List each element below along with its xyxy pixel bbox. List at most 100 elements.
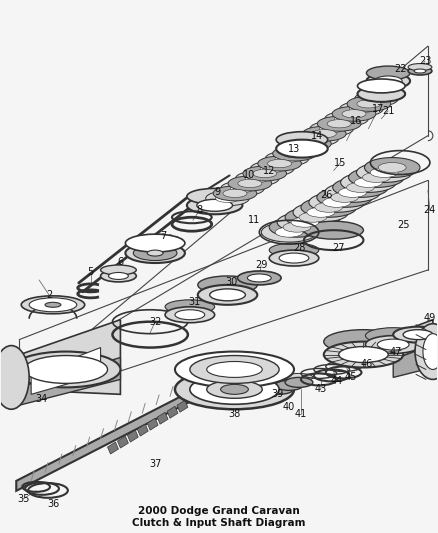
Ellipse shape	[314, 203, 342, 212]
Text: 11: 11	[247, 215, 260, 225]
Polygon shape	[167, 406, 177, 418]
Ellipse shape	[308, 192, 364, 212]
Ellipse shape	[213, 186, 256, 201]
Ellipse shape	[165, 307, 214, 322]
Text: 25: 25	[396, 220, 409, 230]
Text: 36: 36	[47, 499, 59, 509]
Ellipse shape	[339, 101, 382, 116]
Ellipse shape	[362, 173, 389, 182]
Ellipse shape	[357, 79, 404, 93]
Ellipse shape	[275, 227, 302, 237]
Polygon shape	[11, 358, 120, 407]
Ellipse shape	[276, 132, 327, 148]
Ellipse shape	[235, 171, 279, 186]
Text: 21: 21	[381, 106, 393, 116]
Ellipse shape	[371, 90, 395, 98]
Ellipse shape	[354, 177, 381, 188]
Ellipse shape	[267, 159, 291, 168]
Ellipse shape	[294, 131, 338, 146]
Ellipse shape	[276, 212, 332, 232]
Ellipse shape	[377, 339, 408, 350]
Ellipse shape	[209, 289, 245, 301]
Ellipse shape	[125, 243, 184, 263]
Text: 15: 15	[334, 158, 346, 167]
Ellipse shape	[205, 191, 249, 206]
Ellipse shape	[187, 188, 242, 204]
Ellipse shape	[334, 115, 358, 123]
Polygon shape	[117, 436, 128, 448]
Ellipse shape	[316, 188, 371, 207]
Ellipse shape	[346, 182, 374, 192]
Ellipse shape	[290, 217, 318, 227]
Polygon shape	[137, 424, 148, 436]
Ellipse shape	[250, 161, 293, 176]
Polygon shape	[107, 442, 118, 454]
Ellipse shape	[265, 151, 308, 166]
Ellipse shape	[317, 116, 360, 131]
Ellipse shape	[223, 189, 247, 198]
Ellipse shape	[100, 270, 136, 282]
Ellipse shape	[332, 107, 375, 122]
Ellipse shape	[147, 250, 162, 256]
Text: 10: 10	[243, 171, 255, 181]
Ellipse shape	[261, 222, 316, 242]
Ellipse shape	[297, 140, 321, 148]
Ellipse shape	[364, 336, 420, 353]
Ellipse shape	[265, 381, 292, 389]
Ellipse shape	[265, 384, 292, 394]
Ellipse shape	[268, 217, 324, 237]
Ellipse shape	[364, 95, 388, 103]
Polygon shape	[31, 348, 100, 394]
Ellipse shape	[21, 296, 85, 314]
Ellipse shape	[29, 298, 77, 312]
Ellipse shape	[356, 163, 411, 182]
Text: 2: 2	[46, 290, 52, 300]
Ellipse shape	[332, 177, 387, 197]
Ellipse shape	[282, 149, 306, 158]
Text: 9: 9	[214, 188, 220, 197]
Ellipse shape	[284, 374, 312, 382]
Polygon shape	[392, 320, 432, 360]
Polygon shape	[392, 345, 432, 377]
Ellipse shape	[348, 167, 403, 188]
Text: 43: 43	[314, 384, 326, 394]
Text: 38: 38	[228, 409, 240, 419]
Ellipse shape	[364, 328, 420, 344]
Text: 17: 17	[371, 104, 384, 114]
Ellipse shape	[357, 86, 404, 102]
Ellipse shape	[356, 100, 380, 108]
Ellipse shape	[198, 276, 257, 294]
Text: 16: 16	[350, 116, 362, 126]
Ellipse shape	[108, 272, 128, 279]
Ellipse shape	[220, 384, 248, 394]
Ellipse shape	[215, 194, 239, 203]
Ellipse shape	[341, 110, 365, 118]
Text: 30: 30	[225, 277, 237, 287]
Ellipse shape	[340, 173, 395, 192]
Text: 2000 Dodge Grand Caravan: 2000 Dodge Grand Caravan	[138, 506, 299, 516]
Ellipse shape	[289, 144, 313, 153]
Ellipse shape	[272, 146, 316, 161]
Ellipse shape	[338, 346, 387, 362]
Text: 49: 49	[423, 313, 435, 323]
Ellipse shape	[242, 166, 286, 181]
Ellipse shape	[370, 167, 397, 177]
Ellipse shape	[300, 197, 356, 217]
Text: 14: 14	[310, 131, 322, 141]
Ellipse shape	[247, 274, 271, 282]
Text: 7: 7	[159, 231, 166, 241]
Text: 39: 39	[270, 389, 283, 399]
Ellipse shape	[175, 369, 293, 409]
Text: 13: 13	[287, 143, 300, 154]
Ellipse shape	[378, 163, 405, 173]
Text: 5: 5	[87, 267, 94, 277]
Ellipse shape	[252, 169, 276, 177]
Ellipse shape	[125, 234, 184, 252]
Ellipse shape	[366, 66, 409, 80]
Ellipse shape	[338, 188, 366, 197]
Ellipse shape	[414, 324, 438, 379]
Ellipse shape	[323, 342, 402, 367]
Ellipse shape	[374, 76, 401, 86]
Ellipse shape	[287, 136, 330, 151]
Ellipse shape	[260, 164, 283, 173]
